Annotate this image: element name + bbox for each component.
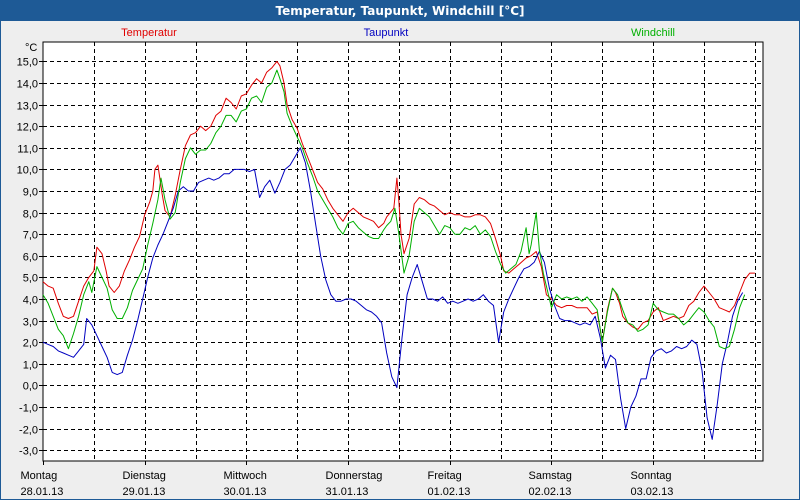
y-tick-label: -2,0 xyxy=(19,425,38,437)
chart-title: Temperatur, Taupunkt, Windchill [°C] xyxy=(1,1,799,21)
y-tick-label: 2,0 xyxy=(23,338,38,350)
x-axis: Montag 28.01.13 Dienstag 29.01.13 Mittwoch 30… xyxy=(21,461,674,498)
x-date-label: 02.02.13 xyxy=(529,486,572,498)
x-day-label: Freitag xyxy=(428,470,462,482)
y-tick-label: 14,0 xyxy=(17,79,38,91)
legend-item-windchill: Windchill xyxy=(631,27,675,39)
plot-area xyxy=(42,41,764,462)
y-tick-label: 9,0 xyxy=(23,187,38,199)
x-day-label: Samstag xyxy=(529,470,572,482)
y-tick-label: -3,0 xyxy=(19,446,38,458)
y-tick-label: 4,0 xyxy=(23,295,38,307)
y-tick-label: 12,0 xyxy=(17,122,38,134)
x-day-label: Dienstag xyxy=(123,470,166,482)
y-tick-label: 0,0 xyxy=(23,381,38,393)
y-tick-label: 13,0 xyxy=(17,101,38,113)
y-tick-label: 5,0 xyxy=(23,273,38,285)
x-day-label: Donnerstag xyxy=(326,470,383,482)
x-day-label: Montag xyxy=(21,470,58,482)
y-tick-label: 6,0 xyxy=(23,252,38,264)
y-tick-label: -1,0 xyxy=(19,403,38,415)
x-date-label: 28.01.13 xyxy=(21,486,64,498)
y-tick-label: 1,0 xyxy=(23,360,38,372)
y-tick-label: 3,0 xyxy=(23,317,38,329)
legend: Temperatur Taupunkt Windchill xyxy=(121,27,675,39)
x-date-label: 31.01.13 xyxy=(326,486,369,498)
y-tick-label: 7,0 xyxy=(23,230,38,242)
series-line-taupunkt xyxy=(42,147,744,440)
chart-canvas: -3,0 -2,0 -1,0 0,0 1,0 2,0 3,0 4,0 5,0 6,0 7,0 8,0 9… xyxy=(17,27,764,498)
y-tick-label: 15,0 xyxy=(17,57,38,69)
y-axis: -3,0 -2,0 -1,0 0,0 1,0 2,0 3,0 4,0 5,0 6,0 7,0 8,0 9… xyxy=(17,42,43,458)
x-date-label: 29.01.13 xyxy=(123,486,166,498)
legend-item-temperatur: Temperatur xyxy=(121,27,177,39)
x-date-label: 30.01.13 xyxy=(224,486,267,498)
y-tick-label: 8,0 xyxy=(23,209,38,221)
x-date-label: 03.02.13 xyxy=(631,486,674,498)
grid-lines xyxy=(43,42,763,461)
y-tick-label: 10,0 xyxy=(17,165,38,177)
y-axis-unit: °C xyxy=(25,42,37,54)
series-line-temperatur xyxy=(42,60,755,343)
x-date-label: 01.02.13 xyxy=(428,486,471,498)
x-day-label: Mittwoch xyxy=(224,470,267,482)
y-tick-label: 11,0 xyxy=(17,144,38,156)
series-layer xyxy=(42,60,755,440)
series-line-windchill xyxy=(42,69,746,350)
legend-item-taupunkt: Taupunkt xyxy=(364,27,409,39)
x-day-label: Sonntag xyxy=(631,470,672,482)
